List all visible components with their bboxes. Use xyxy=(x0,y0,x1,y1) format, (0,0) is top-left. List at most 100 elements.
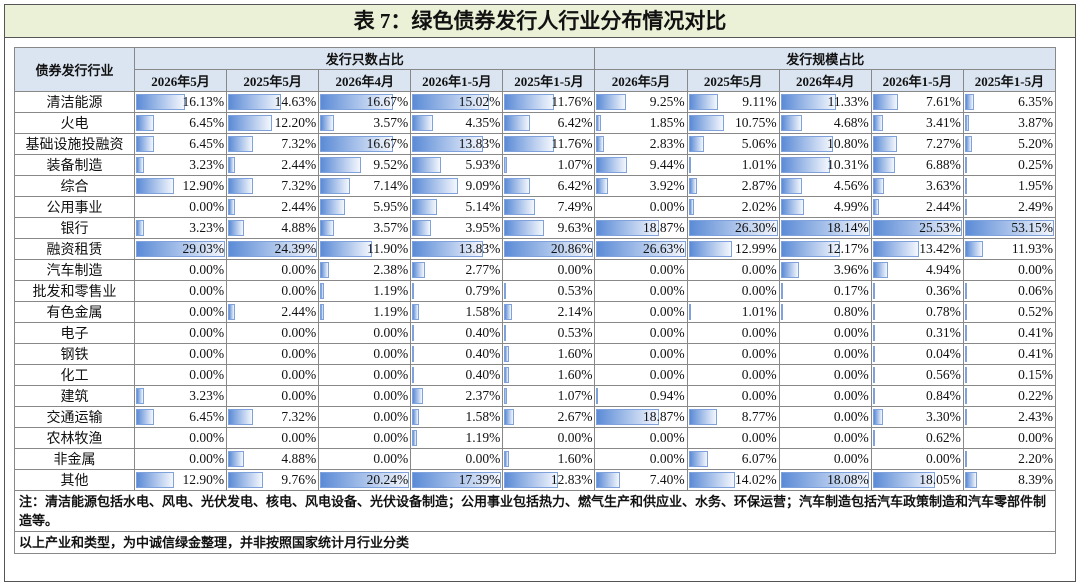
cell: 0.94% xyxy=(594,385,688,407)
cell: 11.76% xyxy=(502,91,596,113)
cell: 3.30% xyxy=(870,406,964,428)
cell-value: 20.24% xyxy=(366,472,409,487)
cell-value: 2.44% xyxy=(281,304,317,319)
cell-value: 0.00% xyxy=(557,430,593,445)
cell-value: 0.31% xyxy=(925,325,961,340)
cell: 8.77% xyxy=(686,406,780,428)
data-bar xyxy=(964,367,967,383)
cell: 18.87% xyxy=(594,406,688,428)
cell: 5.20% xyxy=(962,133,1057,155)
cell: 2.87% xyxy=(686,175,780,197)
cell-value: 17.39% xyxy=(458,472,501,487)
cell-value: 7.32% xyxy=(281,178,317,193)
data-bar xyxy=(780,115,803,131)
cell: 6.07% xyxy=(686,448,780,470)
data-bar xyxy=(412,367,415,383)
cell-value: 7.27% xyxy=(925,136,961,151)
data-bar xyxy=(964,241,984,257)
cell-value: 16.67% xyxy=(366,136,409,151)
cell: 1.95% xyxy=(962,175,1057,197)
cell: 6.45% xyxy=(133,133,228,155)
data-bar xyxy=(504,199,536,215)
cell: 0.62% xyxy=(870,427,964,449)
cell: 6.35% xyxy=(962,91,1057,113)
cell: 4.56% xyxy=(778,175,872,197)
data-bar xyxy=(412,178,458,194)
cell: 9.09% xyxy=(410,175,504,197)
data-bar xyxy=(136,241,226,257)
table-row: 清洁能源 16.13% 14.63% 16.67% 15.02% 11.76% 9.25% 9… xyxy=(14,91,1057,113)
cell: 5.93% xyxy=(410,154,504,176)
data-bar xyxy=(872,241,919,257)
data-bar xyxy=(688,472,736,488)
note: 注：清洁能源包括水电、风电、光伏发电、核电、风电设备、光伏设备制造；公用事业包括… xyxy=(14,490,1056,532)
cell: 3.23% xyxy=(133,154,228,176)
cell: 16.67% xyxy=(318,91,412,113)
data-bar xyxy=(780,136,833,152)
cell-value: 10.80% xyxy=(827,136,869,151)
cell-value: 0.53% xyxy=(557,325,593,340)
cell-value: 26.30% xyxy=(735,220,777,235)
cell-value: 53.15% xyxy=(1011,220,1053,235)
corner-header: 债券发行行业 xyxy=(14,47,135,92)
data-bar xyxy=(136,409,155,425)
cell: 20.24% xyxy=(318,469,412,491)
data-bar xyxy=(872,304,875,320)
data-bar xyxy=(504,241,594,257)
data-bar xyxy=(964,178,967,194)
title: 表 7：绿色债券发行人行业分布情况对比 xyxy=(5,5,1075,38)
cell-value: 0.00% xyxy=(373,451,409,466)
data-bar xyxy=(688,241,732,257)
cell-value: 0.36% xyxy=(925,283,961,298)
cell: 0.00% xyxy=(686,427,780,449)
cell: 3.87% xyxy=(962,112,1057,134)
cell-value: 4.94% xyxy=(925,262,961,277)
cell-value: 0.00% xyxy=(281,367,317,382)
cell: 11.90% xyxy=(318,238,412,260)
cell-value: 6.42% xyxy=(557,115,593,130)
cell: 2.14% xyxy=(502,301,596,323)
cell: 0.00% xyxy=(778,448,872,470)
data-bar xyxy=(412,220,431,236)
cell-value: 1.19% xyxy=(373,283,409,298)
cell: 26.30% xyxy=(686,217,780,239)
cell: 3.57% xyxy=(318,112,412,134)
data-bar xyxy=(320,472,410,488)
cell: 11.93% xyxy=(962,238,1057,260)
cell-value: 4.88% xyxy=(281,220,317,235)
data-bar xyxy=(504,472,559,488)
data-bar xyxy=(228,409,254,425)
cell: 0.00% xyxy=(226,280,320,302)
cell-value: 1.01% xyxy=(741,157,777,172)
cell: 10.31% xyxy=(778,154,872,176)
column-header: 2026年1-5月 xyxy=(410,69,504,92)
cell: 18.87% xyxy=(594,217,688,239)
cell: 12.83% xyxy=(502,469,596,491)
cell: 7.32% xyxy=(226,175,320,197)
cell-value: 0.00% xyxy=(649,367,685,382)
data-bar xyxy=(780,304,783,320)
cell-value: 2.49% xyxy=(1018,199,1053,214)
cell-value: 7.49% xyxy=(557,199,593,214)
cell: 0.00% xyxy=(133,196,228,218)
data-bar xyxy=(136,472,175,488)
cell: 0.00% xyxy=(778,427,872,449)
cell-value: 6.45% xyxy=(189,136,225,151)
cell-value: 12.20% xyxy=(274,115,317,130)
data-bar xyxy=(964,346,967,362)
table-row: 火电 6.45% 12.20% 3.57% 4.35% 6.42% 1.85% 10.75% 4… xyxy=(14,112,1057,134)
table-row: 汽车制造 0.00% 0.00% 2.38% 2.77% 0.00% 0.00% 0.00% 3… xyxy=(14,259,1057,281)
cell: 0.00% xyxy=(778,406,872,428)
cell-value: 13.42% xyxy=(919,241,961,256)
row-label: 火电 xyxy=(14,112,135,134)
cell: 0.00% xyxy=(594,301,688,323)
data-bar xyxy=(320,220,335,236)
cell-value: 2.38% xyxy=(373,262,409,277)
cell: 9.11% xyxy=(686,91,780,113)
cell-value: 26.63% xyxy=(642,241,685,256)
row-label: 汽车制造 xyxy=(14,259,135,281)
cell: 0.00% xyxy=(133,280,228,302)
data-bar xyxy=(780,220,870,236)
cell: 9.25% xyxy=(594,91,688,113)
cell: 0.40% xyxy=(410,364,504,386)
